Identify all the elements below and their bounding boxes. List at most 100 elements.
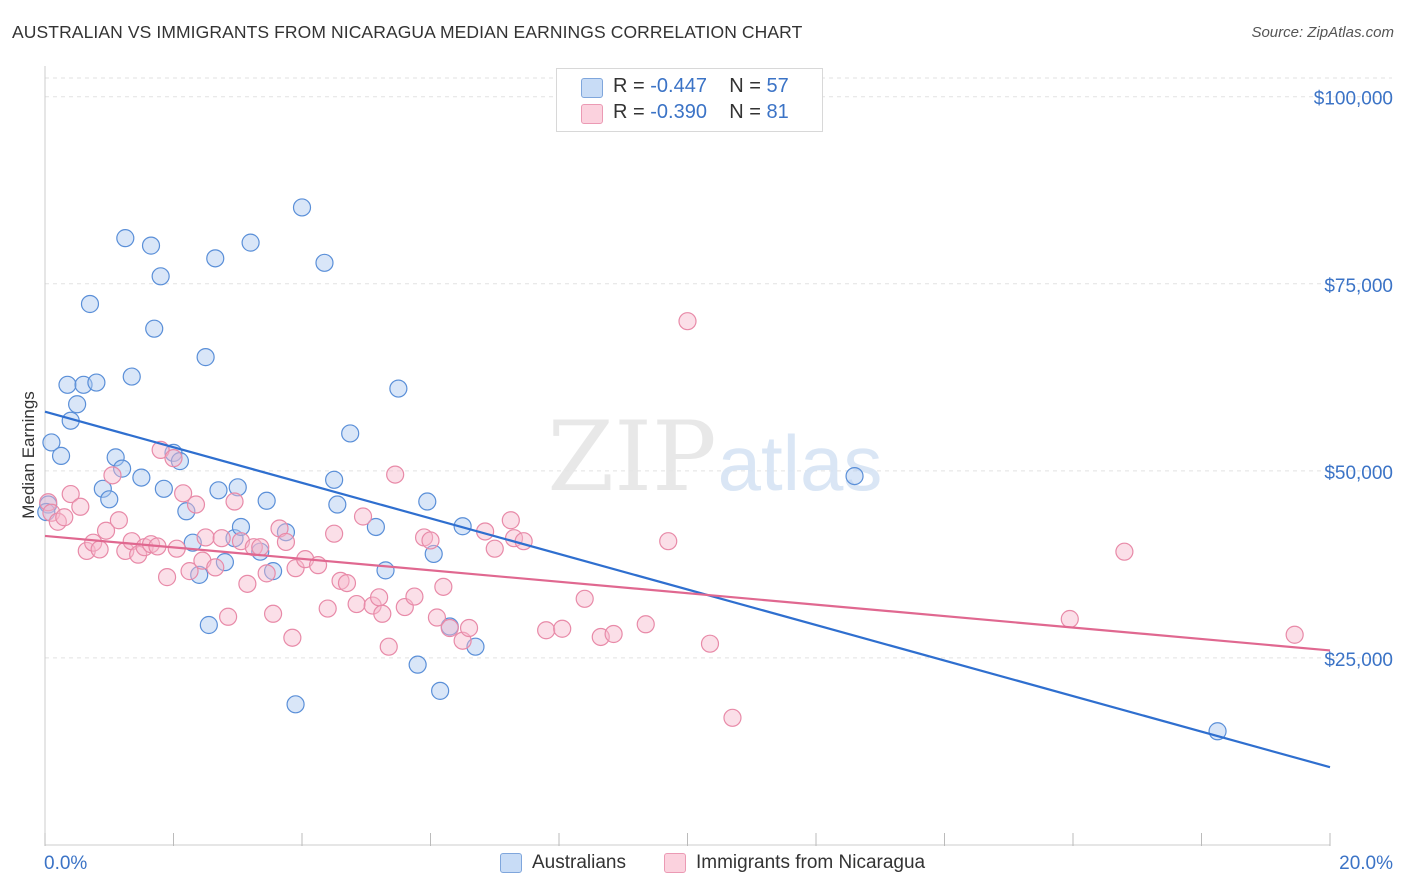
point-australians bbox=[154, 479, 173, 498]
point-nicaragua bbox=[537, 621, 556, 640]
point-australians bbox=[231, 517, 251, 537]
point-nicaragua bbox=[61, 484, 80, 504]
point-nicaragua bbox=[485, 539, 504, 558]
point-australians bbox=[315, 253, 334, 272]
point-nicaragua bbox=[700, 634, 720, 653]
point-nicaragua bbox=[263, 604, 283, 623]
point-nicaragua bbox=[459, 618, 479, 638]
point-nicaragua bbox=[353, 507, 373, 526]
point-australians bbox=[196, 348, 215, 367]
point-nicaragua bbox=[39, 493, 58, 512]
point-nicaragua bbox=[164, 449, 183, 468]
point-australians bbox=[257, 491, 276, 510]
point-australians bbox=[431, 681, 450, 700]
point-nicaragua bbox=[244, 538, 263, 557]
point-nicaragua bbox=[157, 568, 177, 587]
point-nicaragua bbox=[405, 587, 424, 606]
point-australians bbox=[366, 517, 385, 537]
x-axis-labels: 0.0% 20.0% bbox=[44, 853, 1393, 874]
legend-swatch-nicaragua bbox=[581, 104, 603, 124]
point-australians bbox=[145, 319, 164, 338]
point-nicaragua bbox=[421, 531, 440, 550]
trend-line-australians bbox=[44, 410, 1331, 769]
point-australians bbox=[418, 492, 437, 511]
legend-r-value: -0.447 bbox=[650, 75, 707, 97]
watermark: ZIP atlas bbox=[547, 401, 882, 513]
y-axis-title: Median Earnings bbox=[19, 391, 38, 519]
y-tick-label: $25,000 bbox=[1324, 650, 1393, 671]
trend-line-nicaragua bbox=[44, 534, 1331, 652]
point-australians bbox=[87, 373, 106, 392]
point-nicaragua bbox=[318, 599, 337, 618]
point-nicaragua bbox=[347, 594, 366, 614]
correlation-legend: R = -0.447 N = 57 R = -0.390 N = 81 bbox=[556, 68, 823, 132]
point-nicaragua bbox=[186, 495, 206, 514]
legend-n-label: N = bbox=[729, 101, 767, 123]
grid-lines bbox=[45, 77, 1392, 659]
point-nicaragua bbox=[283, 628, 302, 647]
legend-r-label: R = bbox=[613, 75, 651, 97]
point-nicaragua bbox=[678, 312, 697, 331]
point-australians bbox=[122, 367, 141, 386]
watermark-atlas: atlas bbox=[718, 419, 883, 507]
point-nicaragua bbox=[129, 545, 148, 564]
series-nicaragua-points bbox=[39, 312, 1304, 727]
point-nicaragua bbox=[604, 624, 623, 644]
point-nicaragua bbox=[1285, 625, 1304, 644]
point-nicaragua bbox=[103, 466, 122, 485]
point-nicaragua bbox=[196, 528, 215, 547]
point-australians bbox=[106, 448, 125, 467]
point-nicaragua bbox=[337, 573, 357, 593]
bottom-label-nicaragua: Immigrants from Nicaragua bbox=[696, 852, 926, 873]
point-nicaragua bbox=[379, 637, 398, 656]
point-nicaragua bbox=[257, 564, 276, 583]
point-nicaragua bbox=[96, 521, 116, 540]
source-note: Source: ZipAtlas.com bbox=[1251, 24, 1394, 41]
bottom-label-australians: Australians bbox=[532, 852, 626, 873]
axes bbox=[44, 66, 1331, 846]
point-australians bbox=[141, 236, 161, 255]
point-nicaragua bbox=[325, 524, 344, 543]
point-australians bbox=[58, 375, 77, 394]
legend-n-value: 57 bbox=[766, 75, 789, 97]
point-australians bbox=[241, 233, 260, 252]
point-nicaragua bbox=[1060, 609, 1079, 629]
point-nicaragua bbox=[219, 607, 238, 626]
bottom-swatch-australians bbox=[500, 853, 522, 873]
series-australians-points bbox=[37, 198, 1227, 741]
legend-r-value: -0.390 bbox=[650, 101, 707, 123]
point-nicaragua bbox=[225, 492, 244, 511]
point-nicaragua bbox=[251, 538, 270, 557]
point-australians bbox=[424, 544, 443, 564]
point-australians bbox=[42, 433, 61, 452]
point-australians bbox=[389, 379, 408, 398]
point-nicaragua bbox=[238, 574, 257, 593]
point-australians bbox=[100, 490, 119, 509]
legend-n-label: N = bbox=[729, 75, 767, 97]
point-nicaragua bbox=[575, 589, 594, 608]
y-tick-label: $75,000 bbox=[1324, 276, 1393, 297]
point-australians bbox=[292, 198, 312, 217]
point-australians bbox=[93, 479, 112, 498]
point-nicaragua bbox=[212, 529, 231, 548]
point-australians bbox=[408, 655, 427, 674]
legend-swatch-australians bbox=[581, 78, 603, 98]
point-nicaragua bbox=[427, 608, 447, 627]
point-australians bbox=[112, 459, 132, 478]
watermark-zip: ZIP bbox=[547, 401, 716, 513]
point-australians bbox=[376, 561, 395, 580]
point-australians bbox=[209, 481, 228, 500]
point-nicaragua bbox=[659, 532, 678, 551]
x-tick-label: 0.0% bbox=[44, 853, 87, 874]
point-nicaragua bbox=[723, 708, 742, 727]
point-nicaragua bbox=[55, 508, 74, 527]
point-nicaragua bbox=[84, 533, 103, 552]
point-australians bbox=[177, 502, 196, 521]
point-australians bbox=[228, 478, 247, 497]
bottom-swatch-nicaragua bbox=[664, 853, 686, 873]
point-nicaragua bbox=[180, 562, 199, 581]
point-australians bbox=[206, 249, 225, 268]
point-nicaragua bbox=[109, 511, 128, 530]
point-australians bbox=[328, 495, 347, 514]
